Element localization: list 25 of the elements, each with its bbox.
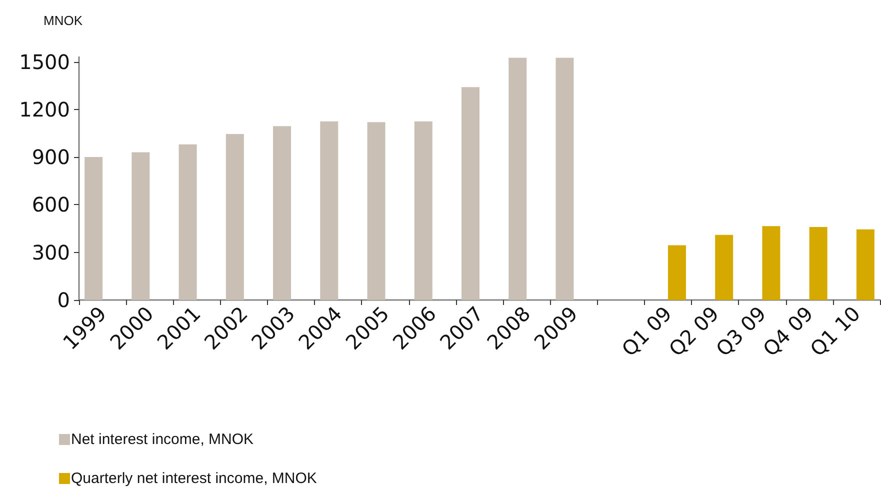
y-tick-label: 0 [57,288,70,312]
y-tick-label: 300 [32,240,70,264]
bar [809,226,828,300]
bar [84,157,103,300]
bar [762,226,780,300]
bar [320,121,338,300]
bar [668,245,686,300]
bar [273,126,292,300]
y-tick-label: 1500 [19,50,70,74]
y-axis-title: MNOK [44,13,83,28]
y-tick-label: 600 [32,192,70,217]
bar [414,121,432,300]
legend-label: Net interest income, MNOK [71,431,254,448]
bar [556,58,574,300]
bar [715,234,734,300]
bar [508,58,527,300]
bar [367,122,386,300]
bar [856,229,874,300]
bar [462,87,480,300]
bar [178,144,197,300]
bar [226,134,244,300]
y-tick-label: 1200 [19,97,70,122]
legend-label: Quarterly net interest income, MNOK [71,470,317,487]
bar [132,152,150,300]
y-tick-label: 900 [32,145,70,170]
